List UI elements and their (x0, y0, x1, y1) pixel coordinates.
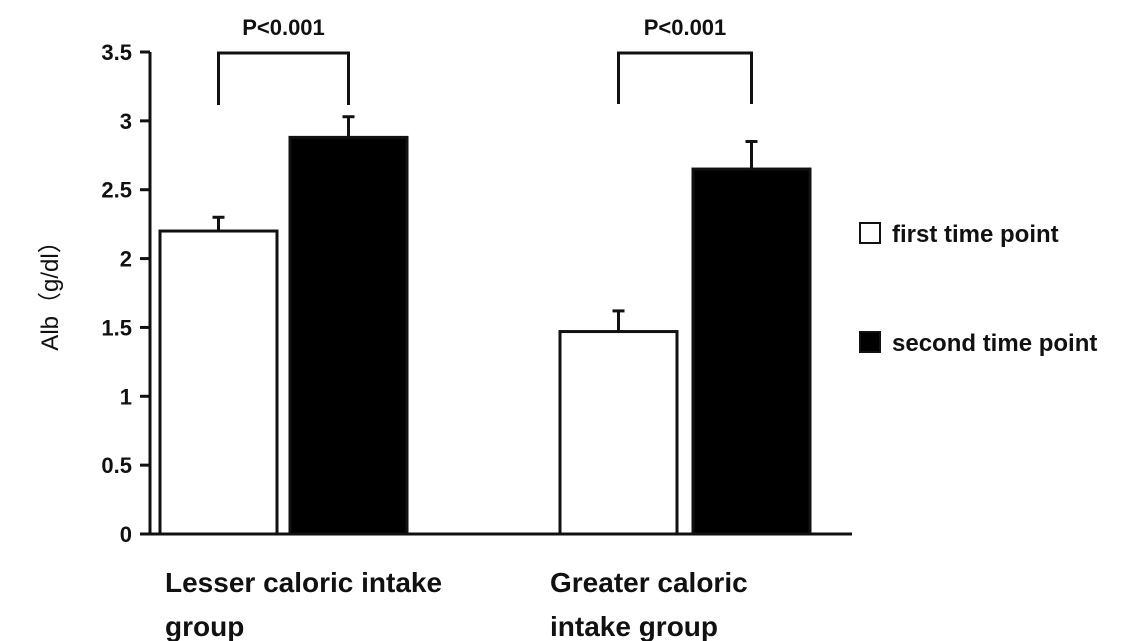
category-label: intake group (550, 611, 718, 641)
significance-bracket (617, 51, 753, 104)
legend-swatch (859, 331, 881, 353)
y-tick-label: 0 (120, 522, 132, 547)
bar-first-cat0 (158, 229, 279, 536)
legend: first time point second time point (859, 221, 1097, 357)
significance-bracket (217, 51, 350, 105)
bar-second-cat1 (691, 167, 812, 536)
p-value-label: P<0.001 (644, 15, 727, 40)
y-tick-label: 3.5 (101, 40, 132, 65)
category-labels: Lesser caloric intake group Greater calori… (165, 567, 748, 641)
category-label: Greater caloric (550, 567, 748, 598)
y-tick-label: 1.5 (101, 315, 132, 340)
bar-first-cat1 (558, 330, 679, 536)
y-tick-label: 3 (120, 109, 132, 134)
error-bars (212, 115, 758, 332)
bar-second-cat0 (288, 135, 409, 536)
category-label: group (165, 611, 244, 641)
y-tick-label: 0.5 (101, 453, 132, 478)
y-tick-label: 1 (120, 384, 132, 409)
legend-label: second time point (892, 330, 1097, 357)
legend-swatch (859, 222, 881, 244)
y-tick-label: 2 (120, 247, 132, 272)
y-axis-title: Alb（g/dl） (37, 229, 64, 350)
y-tick-label: 2.5 (101, 178, 132, 203)
significance-annotations: P<0.001 P<0.001 (217, 15, 753, 105)
bars (158, 135, 812, 536)
category-label: Lesser caloric intake (165, 567, 442, 598)
p-value-label: P<0.001 (242, 15, 325, 40)
legend-label: first time point (892, 221, 1059, 248)
